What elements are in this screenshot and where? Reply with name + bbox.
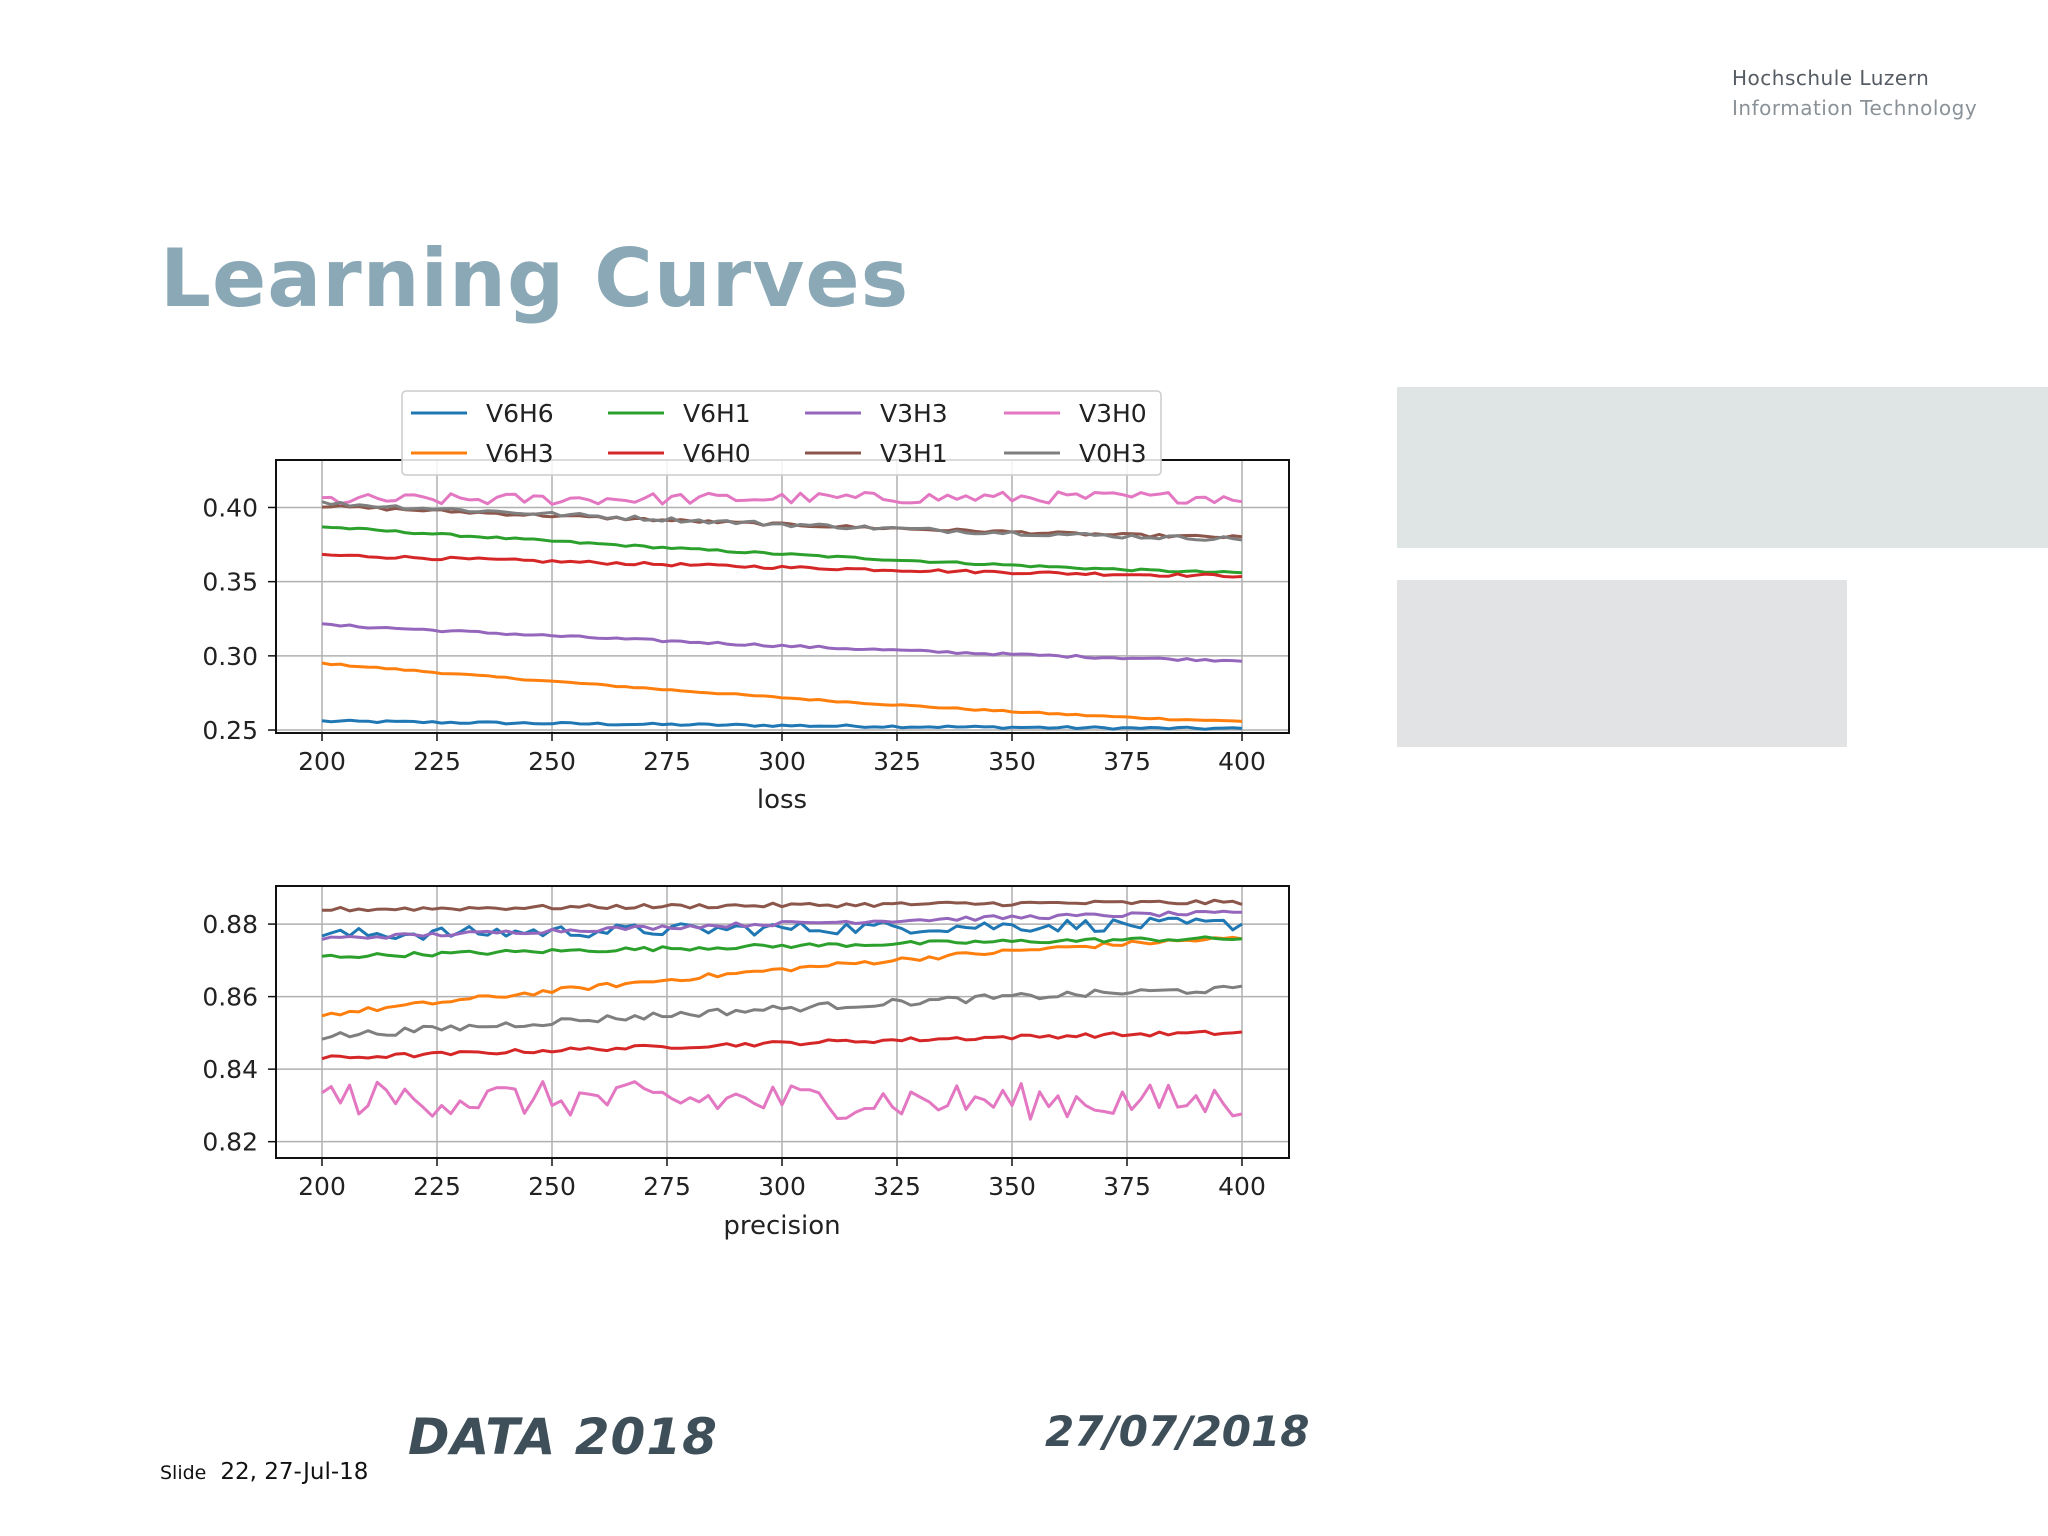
x-tick-label: 400: [1218, 747, 1266, 776]
series-line-v3h1: [322, 898, 1243, 913]
y-tick-label: 0.86: [202, 983, 258, 1012]
series-line-v3h0: [321, 1080, 1243, 1121]
x-tick-label: 250: [528, 747, 576, 776]
university-logo: Hochschule Luzern Information Technology: [1732, 66, 1977, 120]
legend: V6H6 V6H3 V6H1 V6H0 V3H3 V3H1 V3H0 V0H3: [401, 390, 1162, 476]
series-line-v3h3: [321, 622, 1243, 663]
precision-grid: [276, 886, 1289, 1158]
series-line-v6h1: [321, 525, 1243, 575]
x-tick-label: 300: [758, 747, 806, 776]
x-tick-label: 200: [298, 1172, 346, 1201]
slide-number-date: 22, 27-Jul-18: [220, 1459, 369, 1485]
loss-chart: 200 225 250 275 300 325 350 375 400 0.25 0.30 0.35 0…: [202, 390, 1290, 815]
y-tick-label: 0.88: [202, 910, 258, 939]
y-tick-label: 0.30: [202, 642, 258, 671]
loss-ticks: 200 225 250 275 300 325 350 375 400 0.25 0.30 0.35 0…: [202, 493, 1266, 776]
x-tick-label: 300: [758, 1172, 806, 1201]
series-line-v6h3: [321, 935, 1243, 1018]
series-line-v3h3: [321, 909, 1243, 941]
legend-label-v3h3: V3H3: [880, 399, 948, 428]
precision-chart: 200 225 250 275 300 325 350 375 400 0.82 0.84 0.86 0…: [202, 885, 1290, 1241]
legend-label-v6h6: V6H6: [486, 399, 554, 428]
y-tick-label: 0.84: [202, 1055, 258, 1084]
legend-box: [401, 390, 1162, 476]
logo-line-1: Hochschule Luzern: [1732, 66, 1930, 90]
slide-title: Learning Curves: [160, 232, 910, 325]
series-line-v6h6: [321, 718, 1243, 731]
y-tick-label: 0.35: [202, 568, 258, 597]
x-tick-label: 275: [643, 747, 691, 776]
x-tick-label: 325: [873, 747, 921, 776]
precision-x-axis-label: precision: [723, 1211, 840, 1241]
precision-ticks: 200 225 250 275 300 325 350 375 400 0.82 0.84 0.86 0…: [202, 910, 1266, 1201]
legend-label-v6h1: V6H1: [683, 399, 751, 428]
placeholder-block-bottom: [1397, 580, 1847, 747]
y-tick-label: 0.82: [202, 1128, 258, 1157]
x-tick-label: 325: [873, 1172, 921, 1201]
precision-series: [321, 898, 1243, 1121]
loss-series: [321, 490, 1243, 731]
x-tick-label: 225: [413, 1172, 461, 1201]
series-line-v0h3: [321, 500, 1243, 542]
x-tick-label: 200: [298, 747, 346, 776]
y-tick-label: 0.40: [202, 493, 258, 522]
legend-label-v3h0: V3H0: [1079, 399, 1147, 428]
legend-label-v3h1: V3H1: [880, 439, 948, 468]
series-line-v6h0: [321, 1029, 1243, 1061]
x-tick-label: 375: [1103, 747, 1151, 776]
x-tick-label: 350: [988, 1172, 1036, 1201]
x-tick-label: 400: [1218, 1172, 1266, 1201]
series-line-v3h0: [321, 490, 1243, 506]
series-line-v6h1: [321, 935, 1243, 959]
loss-grid: [276, 460, 1289, 733]
placeholder-block-top: [1397, 387, 2048, 548]
x-tick-label: 375: [1103, 1172, 1151, 1201]
footer-date: 27/07/2018: [1045, 1407, 1310, 1456]
series-line-v6h0: [321, 552, 1243, 579]
x-tick-label: 275: [643, 1172, 691, 1201]
logo-line-2: Information Technology: [1732, 96, 1978, 120]
loss-x-axis-label: loss: [757, 785, 807, 815]
legend-label-v0h3: V0H3: [1079, 439, 1147, 468]
series-line-v6h3: [321, 661, 1243, 723]
x-tick-label: 250: [528, 1172, 576, 1201]
footer-event: DATA 2018: [408, 1408, 718, 1466]
y-tick-label: 0.25: [202, 716, 258, 745]
series-line-v0h3: [321, 984, 1243, 1041]
x-tick-label: 225: [413, 747, 461, 776]
slide-info: Slide 22, 27-Jul-18: [160, 1459, 368, 1485]
legend-label-v6h3: V6H3: [486, 439, 554, 468]
slide-label: Slide: [160, 1462, 207, 1484]
x-tick-label: 350: [988, 747, 1036, 776]
legend-label-v6h0: V6H0: [683, 439, 751, 468]
